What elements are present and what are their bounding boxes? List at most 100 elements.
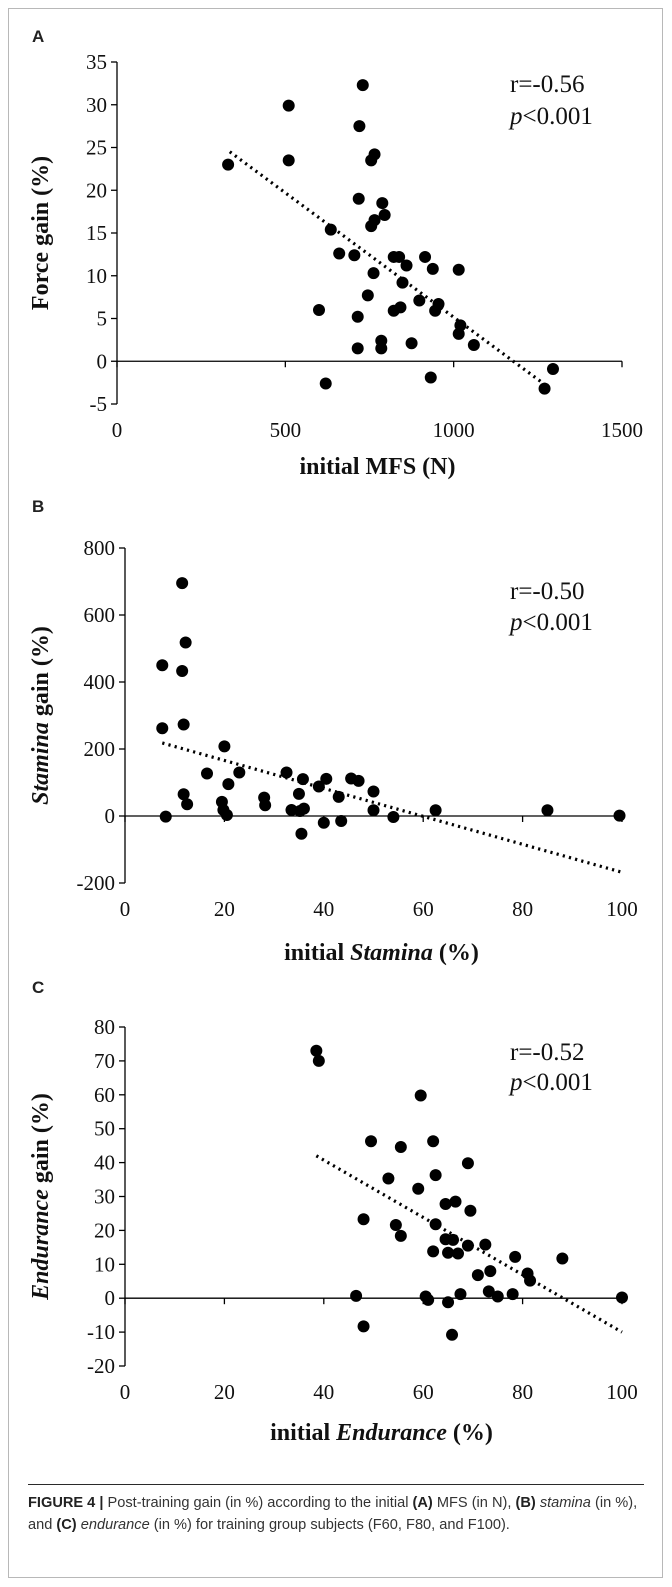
data-point <box>333 247 346 260</box>
data-point <box>367 785 380 798</box>
data-point <box>451 1247 464 1260</box>
x-axis-title-italic: Stamina <box>350 940 433 966</box>
data-point <box>419 250 432 263</box>
x-tick-label: 60 <box>413 1380 434 1404</box>
x-tick-label: 1500 <box>601 418 643 442</box>
y-tick-label: -20 <box>87 1354 115 1378</box>
data-point <box>449 1195 462 1208</box>
y-tick-label: 600 <box>84 603 116 627</box>
data-point <box>556 1252 569 1265</box>
data-point <box>432 297 445 310</box>
data-point <box>461 1239 474 1252</box>
data-point <box>412 1182 425 1195</box>
data-point <box>220 808 233 821</box>
data-point <box>367 267 380 280</box>
x-tick-label: 20 <box>214 897 235 921</box>
p-value-symbol: p <box>508 1069 523 1096</box>
data-point <box>176 664 189 677</box>
x-tick-label: 20 <box>214 1380 235 1404</box>
y-tick-label: 80 <box>94 1015 115 1039</box>
y-tick-label: 30 <box>94 1185 115 1209</box>
data-point <box>368 148 381 161</box>
data-point <box>541 804 554 817</box>
x-axis-title: initial Stamina (%) <box>284 940 479 966</box>
figure-frame <box>8 8 663 1578</box>
data-point <box>156 659 169 672</box>
data-point <box>177 718 190 731</box>
data-point <box>393 250 406 263</box>
data-point <box>233 766 246 779</box>
data-point <box>352 774 365 787</box>
panel-letter-b: B <box>32 497 44 516</box>
data-point <box>491 1290 504 1303</box>
p-value-threshold: <0.001 <box>523 1069 593 1096</box>
data-point <box>218 740 231 753</box>
p-value-symbol: p <box>508 609 523 636</box>
data-point <box>400 259 413 272</box>
data-point <box>222 778 235 791</box>
data-point <box>414 1089 427 1102</box>
y-tick-label: 400 <box>84 670 116 694</box>
p-value-symbol: p <box>508 103 523 130</box>
data-point <box>335 815 348 828</box>
panel-letter-c: C <box>32 978 44 997</box>
figure-caption: FIGURE 4 | Post-training gain (in %) acc… <box>28 1492 648 1536</box>
x-tick-label: 0 <box>112 418 123 442</box>
data-point <box>367 804 380 817</box>
caption-stamina-term: stamina <box>539 1495 591 1511</box>
correlation-r: r=-0.52 <box>510 1039 585 1066</box>
data-point <box>413 294 426 307</box>
data-point <box>394 301 407 314</box>
data-point <box>382 1172 395 1185</box>
data-point <box>310 1044 323 1057</box>
data-point <box>320 772 333 785</box>
correlation-r: r=-0.50 <box>510 578 585 605</box>
data-point <box>319 377 332 390</box>
data-point <box>538 382 551 395</box>
data-point <box>201 767 214 780</box>
data-point <box>447 1233 460 1246</box>
data-point <box>613 809 626 822</box>
y-tick-label: -200 <box>77 871 116 895</box>
y-tick-label: 60 <box>94 1083 115 1107</box>
data-point <box>376 197 389 210</box>
data-point <box>506 1288 519 1301</box>
trendline <box>228 150 546 386</box>
x-axis-title-text: initial <box>270 1420 336 1446</box>
y-axis-title: Force gain (%) <box>28 156 54 310</box>
data-point <box>222 158 235 171</box>
x-tick-label: 500 <box>270 418 302 442</box>
data-point <box>280 766 293 779</box>
x-tick-label: 1000 <box>433 418 475 442</box>
y-tick-label: -5 <box>90 392 108 416</box>
data-point <box>357 1320 370 1333</box>
y-tick-label: 10 <box>86 264 107 288</box>
data-point <box>357 1213 370 1226</box>
trendline <box>315 1154 623 1334</box>
caption-panel-c-ref: (C) <box>56 1517 77 1533</box>
data-point <box>375 342 388 355</box>
x-tick-label: 40 <box>313 1380 334 1404</box>
data-point <box>352 192 365 205</box>
data-point <box>524 1274 537 1287</box>
data-point <box>424 371 437 384</box>
data-point <box>422 1293 435 1306</box>
data-point <box>181 798 194 811</box>
data-point <box>351 310 364 323</box>
caption-panel-b-ref: (B) <box>515 1495 536 1511</box>
p-value-threshold: <0.001 <box>523 609 593 636</box>
data-point <box>427 1135 440 1148</box>
y-tick-label: -10 <box>87 1320 115 1344</box>
data-point <box>439 1197 452 1210</box>
data-point <box>297 802 310 815</box>
data-point <box>467 339 480 352</box>
caption-figure-label: FIGURE 4 | <box>28 1495 104 1511</box>
p-value: p<0.001 <box>508 1069 593 1096</box>
y-tick-label: 0 <box>97 349 108 373</box>
y-tick-label: 200 <box>84 737 116 761</box>
x-tick-label: 80 <box>512 1380 533 1404</box>
data-point <box>156 722 169 735</box>
